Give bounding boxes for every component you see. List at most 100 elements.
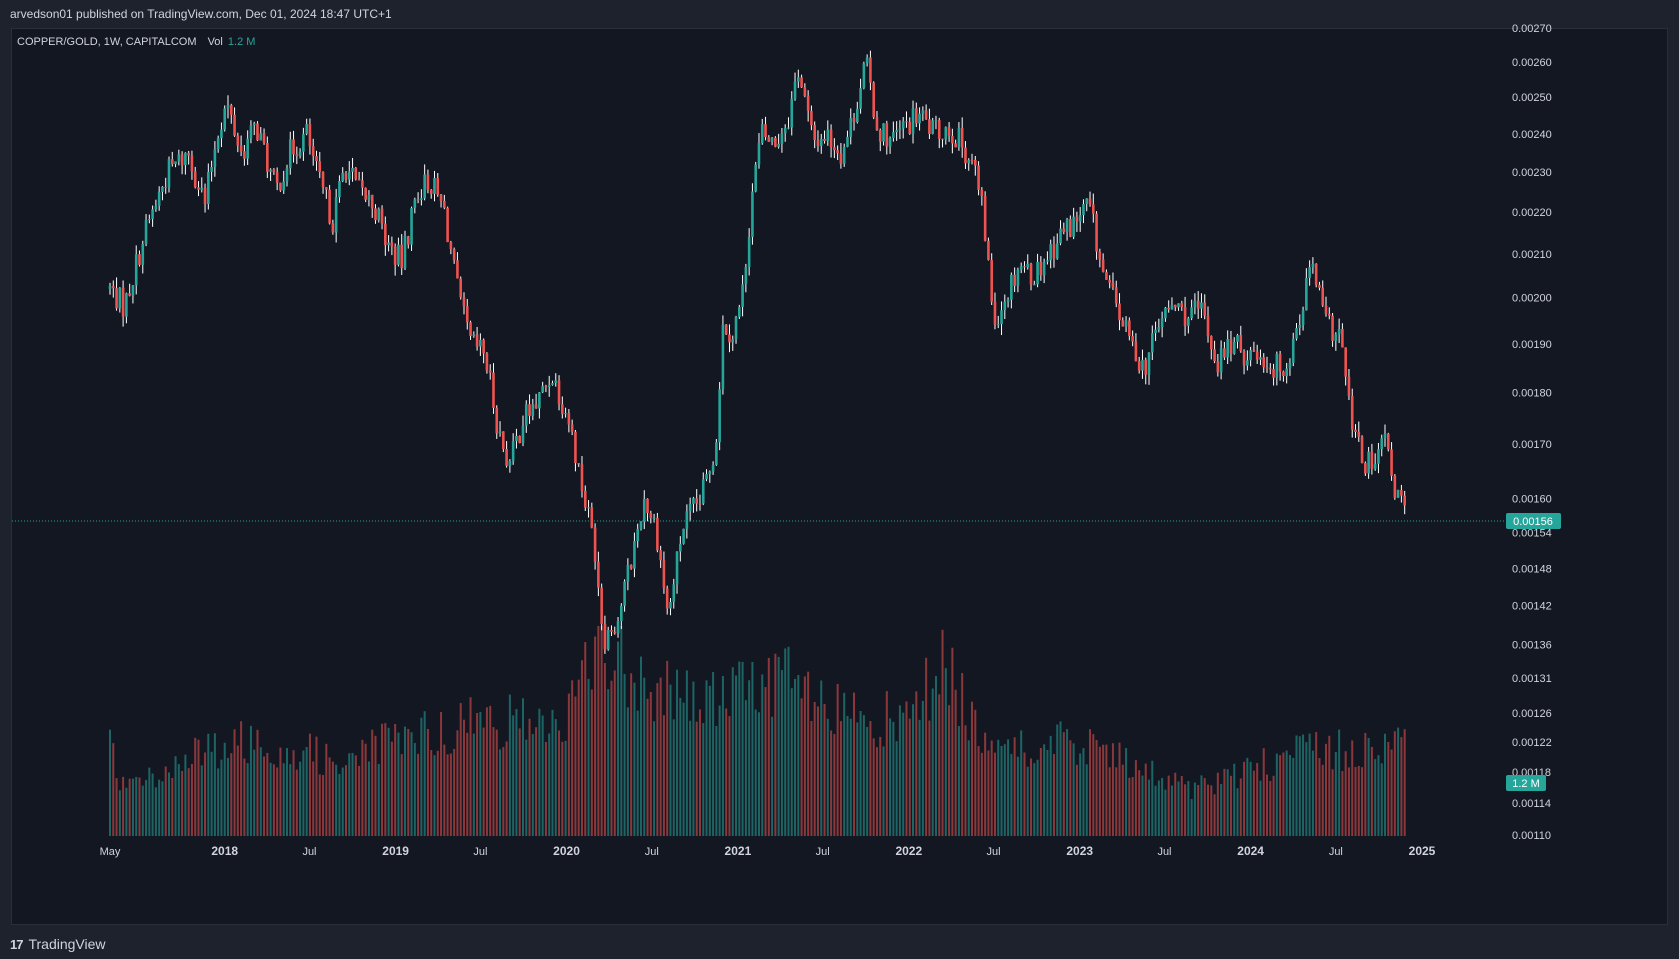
candle [918, 107, 921, 131]
candle [229, 103, 233, 124]
candle [256, 121, 259, 142]
last-volume-badge: 1.2 M [1506, 775, 1546, 791]
candle [1298, 314, 1302, 336]
volume-bar [846, 715, 849, 836]
volume-bar [204, 752, 207, 836]
candle [377, 207, 381, 223]
candle [659, 545, 662, 568]
price-tick-label: 0.00160 [1512, 493, 1552, 505]
volume-bar [774, 653, 777, 836]
candle [937, 117, 941, 149]
candle [1111, 272, 1115, 291]
volume-bar [738, 661, 741, 836]
candle [728, 324, 731, 353]
volume-bar [1098, 746, 1101, 836]
candle [1006, 297, 1010, 308]
candle [121, 280, 125, 327]
volume-bar [1193, 782, 1196, 836]
candle [1219, 340, 1223, 380]
candle [433, 170, 436, 202]
candle [600, 583, 603, 631]
candle [262, 128, 266, 145]
volume-bar [1249, 761, 1252, 836]
candle [967, 158, 971, 171]
candle [777, 133, 780, 149]
candle [524, 400, 528, 433]
candle [308, 118, 312, 155]
volume-bar [659, 677, 662, 836]
candle [780, 128, 784, 153]
candle [636, 523, 640, 548]
candle [1377, 442, 1380, 474]
candle [1016, 267, 1020, 293]
volume-bar [1157, 780, 1160, 836]
candle [665, 585, 669, 615]
volume-bar [456, 730, 459, 836]
volume-bar [866, 726, 869, 836]
candle [849, 108, 853, 145]
volume-bar [580, 660, 583, 836]
tradingview-logo-icon: 17 [10, 936, 24, 952]
volume-bar [1246, 757, 1249, 836]
volume-bar [1370, 746, 1373, 836]
volume-bar [1252, 770, 1255, 836]
volume-bar [718, 705, 721, 836]
volume-bar [263, 756, 266, 836]
volume-bar [1374, 759, 1377, 836]
volume-bar [292, 750, 295, 836]
candle [980, 187, 984, 206]
volume-bar [109, 729, 111, 836]
candle [626, 558, 630, 591]
candle [751, 183, 754, 245]
time-axis[interactable]: May 2018 Jul 2019 Jul 2020 Jul 2021 Jul 2022 Jul 20… [100, 844, 1436, 858]
candle [1144, 357, 1148, 385]
volume-bar [1311, 750, 1314, 836]
candle [1252, 341, 1256, 352]
tradingview-logo[interactable]: 17 TradingView [10, 936, 106, 952]
volume-bar [1115, 767, 1118, 836]
candle [583, 485, 587, 512]
volume-bar [1016, 756, 1019, 836]
candle [574, 429, 577, 472]
price-axis[interactable]: 0.00270 0.00260 0.00250 0.00240 0.00230 0.002… [1512, 23, 1552, 842]
volume-bar [1154, 785, 1157, 836]
candle [193, 166, 197, 189]
volume-bar [889, 718, 892, 836]
volume-bar [200, 765, 203, 836]
candle [715, 438, 718, 466]
volume-bar [590, 689, 593, 836]
candle [701, 472, 705, 506]
volume-bar [1033, 763, 1036, 836]
price-tick-label: 0.00210 [1512, 249, 1552, 261]
candle [1154, 321, 1157, 342]
volume-bar [1082, 748, 1085, 836]
candle [1285, 362, 1288, 384]
volume-bar [853, 692, 856, 836]
candle [1141, 349, 1144, 379]
candle [977, 161, 980, 196]
volume-bar [1266, 774, 1269, 836]
volume-bar [367, 761, 370, 836]
volume-bar [1075, 764, 1078, 836]
volume-bar [810, 720, 813, 836]
volume-bar [816, 706, 819, 836]
candle [279, 182, 282, 192]
volume-bar [1187, 781, 1190, 836]
candle [1167, 300, 1170, 313]
volume-bar [957, 726, 960, 836]
candle [957, 122, 961, 151]
candle [1098, 248, 1102, 268]
candle [646, 498, 649, 522]
last-price-badge: 0.00156 [1506, 513, 1561, 530]
volume-bar [361, 739, 364, 836]
candle [521, 415, 525, 447]
time-tick-label: Jul [473, 846, 487, 858]
candle [672, 578, 676, 609]
volume-bar [902, 712, 905, 836]
candle [561, 396, 564, 419]
volume-bar [1321, 764, 1324, 836]
symbol-legend[interactable]: COPPER/GOLD, 1W, CAPITALCOM [17, 36, 197, 48]
candle [190, 150, 194, 180]
candle [207, 163, 210, 210]
